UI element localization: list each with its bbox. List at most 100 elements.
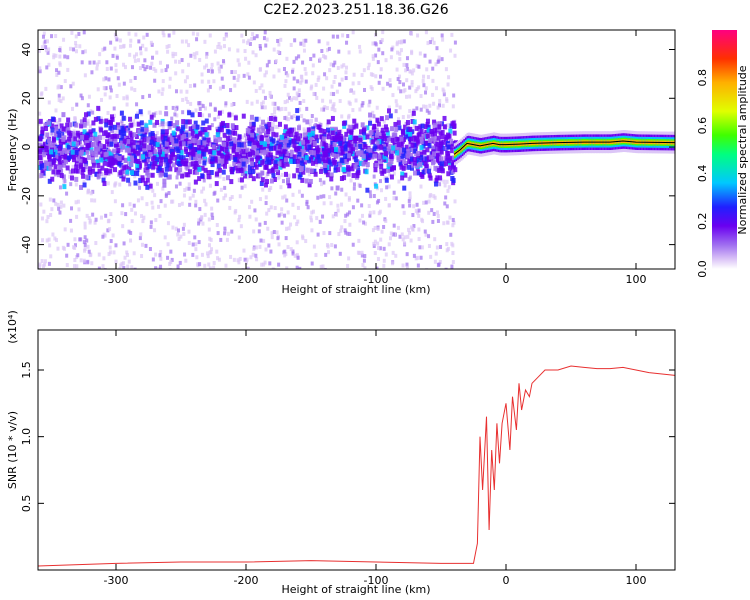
- heatmap-cell: [103, 46, 107, 51]
- heatmap-cell: [409, 156, 414, 162]
- heatmap-cell: [251, 252, 255, 257]
- heatmap-cell: [157, 204, 161, 209]
- heatmap-cell: [220, 159, 225, 165]
- heatmap-cell: [209, 102, 213, 107]
- heatmap-cell: [124, 127, 129, 133]
- heatmap-cell: [266, 226, 270, 231]
- heatmap-cell: [304, 139, 309, 145]
- heatmap-cell: [218, 137, 223, 143]
- heatmap-cell: [406, 114, 410, 119]
- heatmap-cell: [210, 212, 214, 217]
- heatmap-cell: [59, 204, 63, 209]
- heatmap-cell: [145, 32, 149, 37]
- heatmap-cell: [278, 107, 282, 112]
- heatmap-cell: [70, 136, 75, 142]
- snr-x-tick-label: -200: [234, 574, 259, 587]
- heatmap-cell: [148, 247, 152, 252]
- heatmap-cell: [74, 182, 78, 187]
- heatmap-cell: [194, 247, 198, 252]
- heatmap-cell: [148, 93, 152, 98]
- heatmap-cell: [40, 45, 44, 50]
- heatmap-cell: [122, 241, 126, 246]
- heatmap-cell: [260, 145, 265, 151]
- heatmap-cell: [431, 66, 435, 71]
- heatmap-cell: [215, 223, 219, 228]
- heatmap-cell: [385, 137, 390, 143]
- heatmap-cell: [96, 87, 100, 92]
- heatmap-cell: [382, 146, 387, 152]
- heatmap-cell: [49, 149, 54, 155]
- heatmap-cell: [283, 213, 287, 218]
- heatmap-cell: [109, 40, 113, 45]
- heatmap-cell: [251, 121, 256, 127]
- heatmap-cell: [336, 203, 340, 208]
- heatmap-cell: [405, 56, 409, 61]
- heatmap-cell: [417, 227, 421, 232]
- heatmap-cell: [386, 81, 390, 86]
- heatmap-cell: [47, 261, 51, 266]
- heatmap-cell: [73, 243, 77, 248]
- heatmap-cell: [282, 133, 287, 139]
- heatmap-cell: [214, 181, 219, 187]
- heatmap-cell: [398, 51, 402, 56]
- heatmap-cell: [194, 242, 198, 247]
- heatmap-cell: [385, 130, 390, 136]
- heatmap-cell: [117, 82, 121, 87]
- heatmap-cell: [285, 198, 289, 203]
- heatmap-cell: [419, 255, 423, 260]
- heatmap-cell: [392, 190, 396, 195]
- heatmap-cell: [401, 165, 406, 171]
- heatmap-cell: [127, 259, 131, 264]
- heatmap-cell: [387, 203, 391, 208]
- heatmap-cell: [151, 188, 155, 193]
- heatmap-cell: [291, 192, 295, 197]
- heatmap-cell: [307, 182, 312, 188]
- heatmap-cell: [382, 246, 386, 251]
- heatmap-cell: [336, 167, 341, 173]
- heatmap-cell: [188, 126, 193, 132]
- heatmap-cell: [192, 52, 196, 57]
- heatmap-cell: [208, 266, 212, 269]
- heatmap-cell: [245, 99, 249, 104]
- heatmap-cell: [314, 253, 318, 258]
- heatmap-cell: [207, 227, 211, 232]
- heatmap-cell: [331, 104, 335, 109]
- heatmap-cell: [155, 131, 159, 136]
- heatmap-cell: [69, 228, 73, 233]
- heatmap-cell: [136, 198, 140, 203]
- heatmap-cell: [113, 142, 118, 148]
- heatmap-cell: [207, 125, 212, 131]
- heatmap-cell: [122, 62, 126, 67]
- heatmap-cell: [344, 65, 348, 70]
- heatmap-cell: [175, 120, 180, 126]
- heatmap-cell: [233, 130, 238, 136]
- heatmap-cell: [446, 188, 450, 193]
- heatmap-cell: [211, 144, 216, 150]
- heatmap-cell: [163, 203, 167, 208]
- heatmap-cell: [363, 266, 367, 269]
- heatmap-cell: [424, 90, 428, 95]
- heatmap-cell: [275, 150, 280, 156]
- heatmap-cell: [330, 140, 335, 146]
- heatmap-cell: [323, 142, 328, 148]
- heatmap-cell: [194, 199, 198, 204]
- heatmap-cell: [299, 80, 303, 85]
- heatmap-cell: [408, 195, 412, 200]
- heatmap-cell: [454, 152, 457, 157]
- heatmap-cell: [348, 210, 352, 215]
- heatmap-cell: [236, 153, 241, 159]
- heatmap-cell: [420, 123, 425, 129]
- heatmap-cell: [384, 141, 389, 147]
- heatmap-cell: [39, 160, 44, 166]
- heatmap-cell: [429, 129, 434, 135]
- heatmap-cell: [286, 117, 290, 122]
- heatmap-cell: [268, 93, 272, 98]
- heatmap-cell: [102, 77, 106, 82]
- heatmap-cell: [346, 171, 351, 177]
- heatmap-cell: [167, 174, 172, 180]
- heatmap-cell: [58, 210, 62, 215]
- colorbar-tick-label: 0.4: [696, 165, 709, 183]
- heatmap-cell: [203, 263, 207, 268]
- heatmap-cell: [210, 247, 214, 252]
